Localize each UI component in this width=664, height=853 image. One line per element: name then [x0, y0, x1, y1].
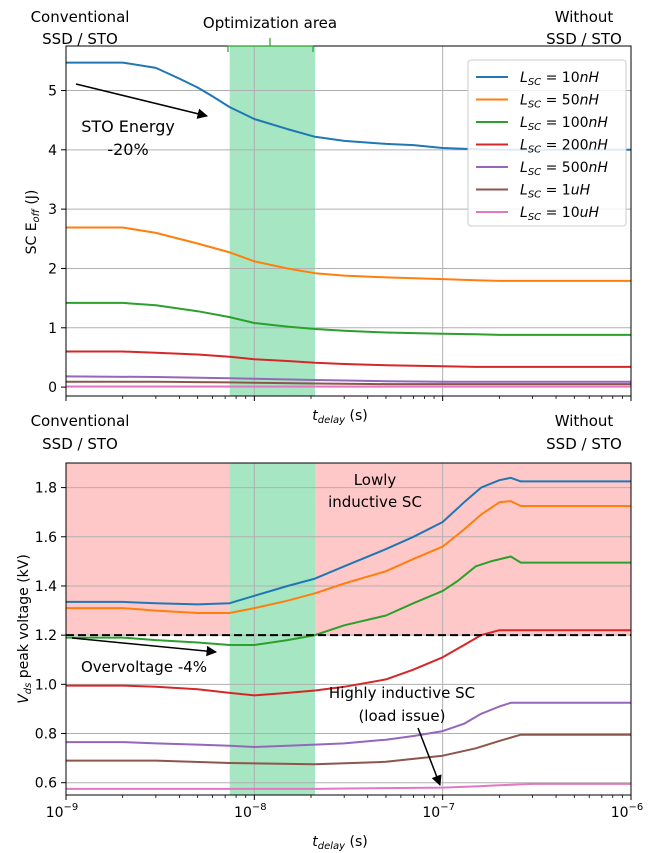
bot-series-line-l-sc-500nh: [66, 701, 631, 748]
legend-entry: LSC = 50nH: [476, 93, 599, 111]
bot-y-tick-label-0: 0.6: [35, 776, 57, 792]
legend-entry: LSC = 1uH: [476, 183, 591, 201]
legend-label: LSC = 10nH: [520, 70, 599, 88]
bot-y-tick-label-6: 1.8: [35, 481, 57, 497]
bottom-label-conventional-line2: SSD / STO: [42, 435, 118, 453]
top-x-axis-label: tdelay (s): [312, 408, 368, 426]
bot-y-tick-label-2: 1.0: [35, 677, 57, 693]
legend-entry: LSC = 200nH: [476, 138, 608, 156]
bottom-x-axis-label: tdelay (s): [312, 834, 368, 852]
bottom-label-conventional-line1: Conventional: [31, 412, 130, 430]
bottom-label-without-line1: Without: [555, 412, 614, 430]
top-plot-frame: [65, 45, 632, 397]
highly-inductive-label-line1: Highly inductive SC: [329, 684, 475, 702]
legend-box: [467, 59, 627, 227]
legend-label: LSC = 100nH: [520, 115, 608, 133]
bot-series-line-l-sc-50nh: [66, 500, 631, 614]
top-optimization-area: [229, 46, 316, 396]
legend-entry: LSC = 100nH: [476, 115, 608, 133]
sto-energy-label: STO Energy: [81, 117, 175, 136]
bot-y-tick-label-1: 0.8: [35, 727, 57, 743]
legend-label: LSC = 200nH: [520, 138, 608, 156]
top-label-conventional-line1: Conventional: [31, 8, 130, 26]
bot-overvoltage-zone-1: [66, 463, 230, 636]
top-series-line-l-sc-1uh: [66, 380, 631, 386]
top-y-tick-label-0: 0: [48, 380, 57, 396]
bottom-x-tick-label-3: 10−6: [611, 802, 644, 821]
top-y-tick-label-3: 3: [48, 202, 57, 218]
lowly-inductive-label-line1: Lowly: [354, 471, 397, 489]
legend: LSC = 10nH LSC = 50nH LSC = 100nH LSC = 200…: [467, 59, 627, 227]
highly-inductive-label-line2: (load issue): [358, 707, 445, 725]
bottom-x-tick-label-2: 10−7: [422, 802, 455, 821]
top-label-conventional-line2: SSD / STO: [42, 30, 118, 48]
top-label-without-line2: SSD / STO: [546, 30, 622, 48]
bot-series-line-l-sc-200nh: [66, 629, 631, 697]
top-series-line-l-sc-100nh: [66, 301, 631, 336]
bot-series-line-l-sc-1uh: [66, 733, 631, 766]
bottom-x-tick-label-0: 10−9: [46, 802, 79, 821]
top-y-tick-label-1: 1: [48, 321, 57, 337]
legend-label: LSC = 500nH: [520, 160, 608, 178]
top-chart: 0 1 2 3 4 5 Conventional SSD / STO Without SS…: [24, 8, 632, 426]
highly-inductive-arrow: [417, 727, 442, 786]
bottom-chart: 0.6 0.8 1.0 1.2 1.4 1.6 1.8 10−9 10−8 10−7 10−6 C…: [16, 412, 643, 852]
top-y-tick-label-5: 5: [48, 83, 57, 99]
bot-series-line-l-sc-10nh: [66, 476, 631, 606]
top-label-without-line1: Without: [555, 8, 614, 26]
sto-energy-percent: -20%: [107, 140, 148, 159]
legend-label: LSC = 50nH: [520, 93, 599, 111]
bot-series-line-l-sc-10uh: [66, 782, 631, 790]
bot-overvoltage-zone-2: [315, 463, 631, 636]
top-series-line-l-sc-200nh: [66, 350, 631, 368]
legend-entry: LSC = 10uH: [476, 205, 599, 223]
overvoltage-arrow: [71, 637, 218, 657]
bottom-plot-frame: [65, 462, 632, 796]
overvoltage-label: Overvoltage -4%: [81, 658, 207, 676]
bot-optimization-area: [229, 463, 316, 795]
optimization-area-bracket: [227, 38, 314, 52]
bot-y-tick-label-3: 1.2: [35, 628, 57, 644]
legend-label: LSC = 1uH: [520, 183, 591, 201]
bottom-x-tick-label-1: 10−8: [234, 802, 267, 821]
bot-series-line-l-sc-100nh: [66, 555, 631, 646]
top-y-tick-label-2: 2: [48, 261, 57, 277]
top-y-tick-label-4: 4: [48, 143, 57, 159]
bottom-y-axis-label: Vds peak voltage (kV): [16, 554, 34, 704]
top-series-line-l-sc-500nh: [65, 375, 631, 383]
bot-y-tick-label-4: 1.4: [35, 579, 57, 595]
legend-entry: LSC = 500nH: [476, 160, 608, 178]
sto-energy-arrow: [75, 83, 209, 119]
top-series-line-l-sc-50nh: [66, 226, 631, 282]
bot-y-tick-label-5: 1.6: [35, 530, 57, 546]
optimization-area-label: Optimization area: [203, 14, 337, 32]
legend-entry: LSC = 10nH: [476, 70, 599, 88]
legend-label: LSC = 10uH: [520, 205, 599, 223]
bottom-label-without-line2: SSD / STO: [546, 435, 622, 453]
lowly-inductive-label-line2: inductive SC: [328, 493, 422, 511]
top-y-axis-label: SC Eoff (J): [24, 190, 42, 255]
